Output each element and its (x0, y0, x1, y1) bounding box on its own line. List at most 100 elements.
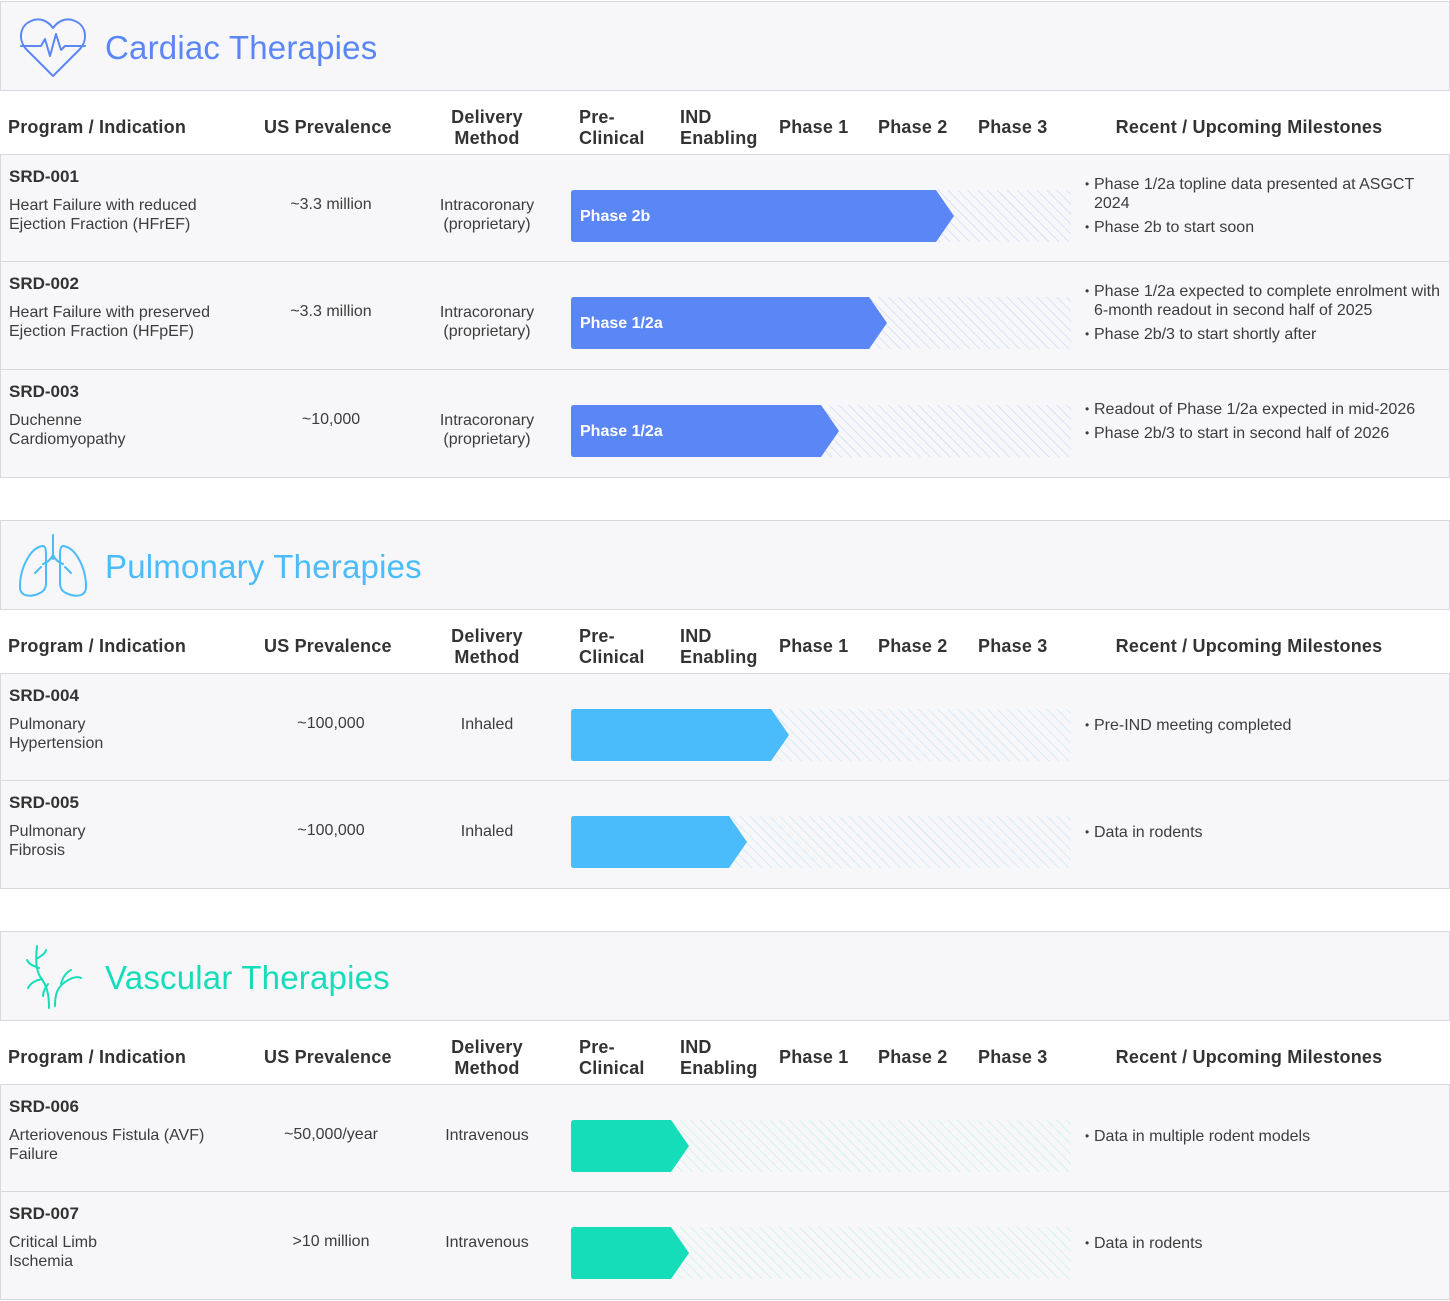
col-milestones: Recent / Upcoming Milestones (1084, 636, 1414, 657)
program-row: SRD-005 Pulmonary Fibrosis ~100,000 Inhaled … (0, 781, 1450, 889)
milestone-item: Pre-IND meeting completed (1085, 716, 1445, 735)
milestone-item: Readout of Phase 1/2a expected in mid-20… (1085, 400, 1445, 419)
section-header: Pulmonary Therapies (0, 520, 1450, 610)
col-phase-3: Phase 3 (978, 1047, 1047, 1068)
col-program: Program / Indication (8, 117, 186, 138)
us-prevalence: ~3.3 million (290, 303, 372, 320)
col-phase-3: Phase 3 (978, 117, 1047, 138)
program-row: SRD-003 Duchenne Cardiomyopathy ~10,000 Intr… (0, 370, 1450, 478)
column-header-row: Program / Indication US Prevalence Deliver… (0, 614, 1450, 678)
delivery-line: Intracoronary (439, 304, 535, 321)
col-delivery: Delivery Method (420, 626, 554, 668)
column-header-label: US Prevalence (264, 636, 392, 656)
indication-line: Hypertension (9, 735, 104, 752)
column-header-label: Pre- (579, 626, 615, 646)
program-code: SRD-006 (9, 1097, 79, 1116)
column-header-label: Program / Indication (8, 117, 187, 137)
col-ind-enabling: IND Enabling (680, 1037, 758, 1079)
column-header-row: Program / Indication US Prevalence Deliver… (0, 1025, 1450, 1089)
column-header-label: Clinical (579, 647, 645, 667)
column-header-label: US Prevalence (264, 1047, 392, 1067)
program-indication: Pulmonary Fibrosis (9, 822, 249, 860)
milestones-list: Readout of Phase 1/2a expected in mid-20… (1085, 400, 1445, 448)
indication-line: Critical Limb (9, 1234, 98, 1251)
column-header-label: IND (680, 1037, 712, 1057)
milestone-item: Data in rodents (1085, 823, 1445, 842)
us-prevalence: >10 million (292, 1233, 370, 1250)
progress-arrow (571, 405, 839, 457)
delivery-line: (proprietary) (443, 216, 531, 233)
col-phase-1: Phase 1 (779, 636, 848, 657)
col-prevalence: US Prevalence (264, 1047, 392, 1068)
col-phase-1: Phase 1 (779, 1047, 848, 1068)
milestone-item: Data in rodents (1085, 1234, 1445, 1253)
milestone-item: Phase 1/2a expected to complete enrolmen… (1085, 282, 1445, 320)
indication-line: Ejection Fraction (HFrEF) (9, 216, 191, 233)
indication-line: Cardiomyopathy (9, 431, 126, 448)
program-indication: Heart Failure with preserved Ejection Fra… (9, 303, 249, 341)
column-header-row: Program / Indication US Prevalence Deliver… (0, 95, 1450, 159)
column-header-label: IND (680, 107, 712, 127)
delivery-line: Inhaled (460, 716, 514, 733)
delivery-line: Intravenous (445, 1127, 529, 1144)
section-title: Pulmonary Therapies (105, 548, 422, 585)
delivery-line: Intravenous (445, 1234, 529, 1251)
column-header-label: Phase 2 (878, 117, 948, 137)
progress-arrow (571, 297, 887, 349)
column-header-label: Program / Indication (8, 636, 187, 656)
column-header-label: Clinical (579, 1058, 645, 1078)
column-header-label: Program / Indication (8, 1047, 187, 1067)
col-delivery: Delivery Method (420, 1037, 554, 1079)
us-prevalence: ~3.3 million (290, 196, 372, 213)
milestones-list: Data in multiple rodent models (1085, 1127, 1445, 1151)
development-progress (571, 1120, 1071, 1172)
program-code: SRD-001 (9, 167, 79, 186)
milestone-item: Data in multiple rodent models (1085, 1127, 1445, 1146)
column-header-label: US Prevalence (264, 117, 392, 137)
milestone-item: Phase 2b to start soon (1085, 218, 1445, 237)
progress-arrow (571, 816, 747, 868)
col-ind-enabling: IND Enabling (680, 626, 758, 668)
column-header-label: Phase 1 (779, 117, 849, 137)
delivery-method: Inhaled (419, 822, 555, 841)
milestone-item: Phase 2b/3 to start in second half of 20… (1085, 424, 1445, 443)
program-code: SRD-004 (9, 686, 79, 705)
program-row: SRD-001 Heart Failure with reduced Ejectio… (0, 154, 1450, 262)
us-prevalence: ~10,000 (301, 411, 361, 428)
column-header-label: Delivery (451, 1037, 523, 1057)
column-header-label: IND (680, 626, 712, 646)
column-header-label: Delivery (451, 626, 523, 646)
indication-line: Duchenne (9, 412, 82, 429)
col-preclinical: Pre- Clinical (579, 1037, 645, 1079)
col-preclinical: Pre- Clinical (579, 107, 645, 149)
development-progress (571, 816, 1071, 868)
progress-arrow (571, 709, 789, 761)
program-indication: Arteriovenous Fistula (AVF) Failure (9, 1126, 249, 1164)
program-row: SRD-007 Critical Limb Ischemia >10 million I… (0, 1192, 1450, 1300)
development-progress: Phase 1/2a (571, 297, 1071, 349)
column-header-label: Phase 1 (779, 1047, 849, 1067)
indication-line: Pulmonary (9, 716, 86, 733)
blood-vessel-icon (15, 944, 91, 1010)
column-header-label: Method (454, 647, 520, 667)
milestones-list: Data in rodents (1085, 823, 1445, 847)
milestones-list: Phase 1/2a expected to complete enrolmen… (1085, 282, 1445, 349)
progress-arrow (571, 190, 954, 242)
heart-pulse-icon (15, 14, 91, 80)
development-progress: Phase 1/2a (571, 405, 1071, 457)
development-progress (571, 709, 1071, 761)
program-code: SRD-005 (9, 793, 79, 812)
col-prevalence: US Prevalence (264, 636, 392, 657)
col-phase-3: Phase 3 (978, 636, 1047, 657)
program-indication: Critical Limb Ischemia (9, 1233, 249, 1271)
development-progress: Phase 2b (571, 190, 1071, 242)
column-header-label: Phase 3 (978, 117, 1048, 137)
delivery-line: Inhaled (460, 823, 514, 840)
section-header: Cardiac Therapies (0, 1, 1450, 91)
delivery-method: Intracoronary (proprietary) (419, 196, 555, 234)
program-row: SRD-006 Arteriovenous Fistula (AVF) Failur… (0, 1084, 1450, 1192)
column-header-label: Enabling (680, 128, 758, 148)
col-phase-2: Phase 2 (878, 636, 947, 657)
section-header: Vascular Therapies (0, 931, 1450, 1021)
col-program: Program / Indication (8, 1047, 186, 1068)
